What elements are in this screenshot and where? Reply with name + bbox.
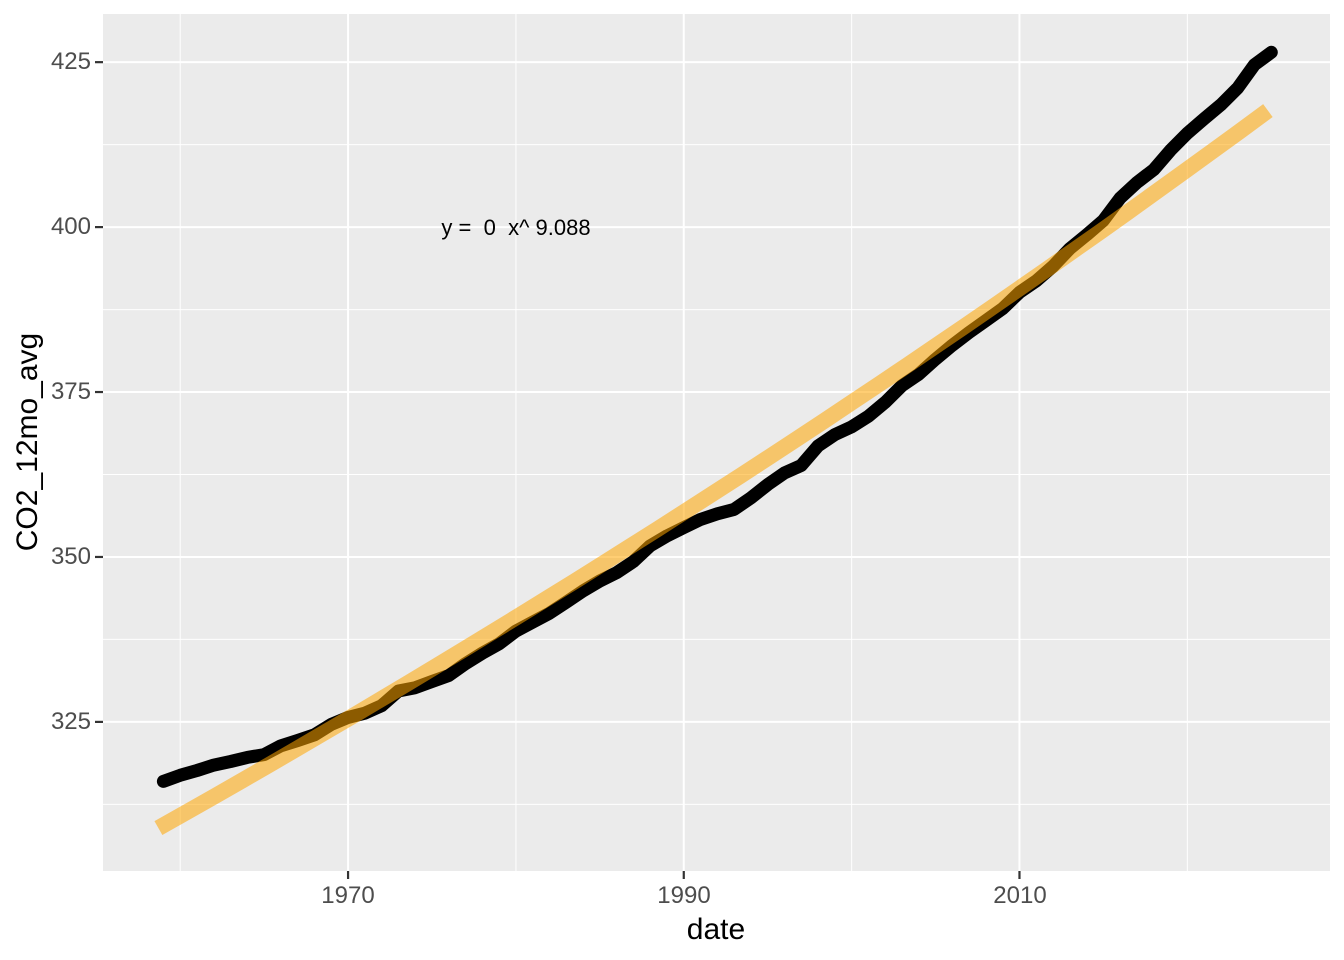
y-tick-label: 400 [50,213,91,240]
equation-annotation: y = 0 x^ 9.088 [441,215,591,240]
y-tick-label: 325 [50,708,91,735]
power-fit-line [154,104,1273,836]
y-tick-label: 375 [50,378,91,405]
x-tick-label: 1990 [657,882,711,909]
panel-background [103,14,1330,871]
x-tick-label: 2010 [993,882,1047,909]
y-tick-label: 425 [50,48,91,75]
x-axis-title: date [686,913,746,946]
y-tick-label: 350 [50,543,91,570]
x-tick-label: 1970 [321,882,375,909]
y-axis-title: CO2_12mo_avg [11,332,44,552]
